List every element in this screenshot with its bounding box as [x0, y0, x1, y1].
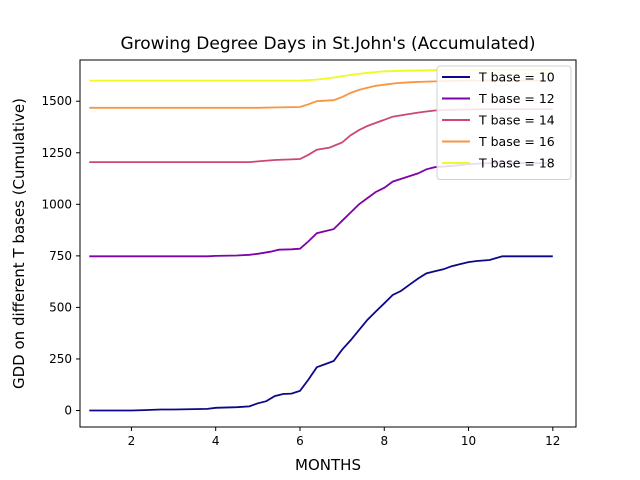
legend-label: T base = 18	[478, 156, 555, 171]
legend: T base = 10 T base = 12 T base = 14 T base …	[436, 65, 572, 180]
legend-label: T base = 16	[478, 134, 555, 149]
x-tick-label: 12	[545, 434, 560, 448]
y-tick-label: 1500	[41, 94, 72, 108]
legend-label: T base = 12	[478, 91, 555, 106]
y-tick-label: 250	[49, 352, 72, 366]
y-tick-label: 1250	[41, 146, 72, 160]
x-tick-label: 6	[296, 434, 304, 448]
legend-box	[436, 65, 572, 180]
y-tick-label: 1000	[41, 197, 72, 211]
x-axis-title: MONTHS	[295, 456, 361, 474]
legend-label: T base = 10	[478, 70, 555, 85]
series-line-1	[89, 255, 553, 412]
series-line-4	[89, 79, 553, 109]
y-tick-label: 500	[49, 300, 72, 314]
y-axis: 0 250 500 750 1000 1250 1500	[41, 94, 80, 418]
y-tick-label: 750	[49, 249, 72, 263]
y-tick-label: 0	[64, 404, 72, 418]
x-tick-label: 2	[128, 434, 136, 448]
y-axis-title: GDD on different T bases (Cumulative)	[10, 98, 28, 389]
x-tick-label: 4	[212, 434, 220, 448]
x-tick-label: 10	[461, 434, 476, 448]
x-axis: 2 4 6 8 10 12	[128, 427, 560, 448]
series-layer	[89, 69, 553, 412]
legend-label: T base = 14	[478, 113, 555, 128]
x-tick-label: 8	[380, 434, 388, 448]
chart-title: Growing Degree Days in St.John's (Accumu…	[120, 34, 535, 54]
plot-frame	[79, 59, 577, 428]
